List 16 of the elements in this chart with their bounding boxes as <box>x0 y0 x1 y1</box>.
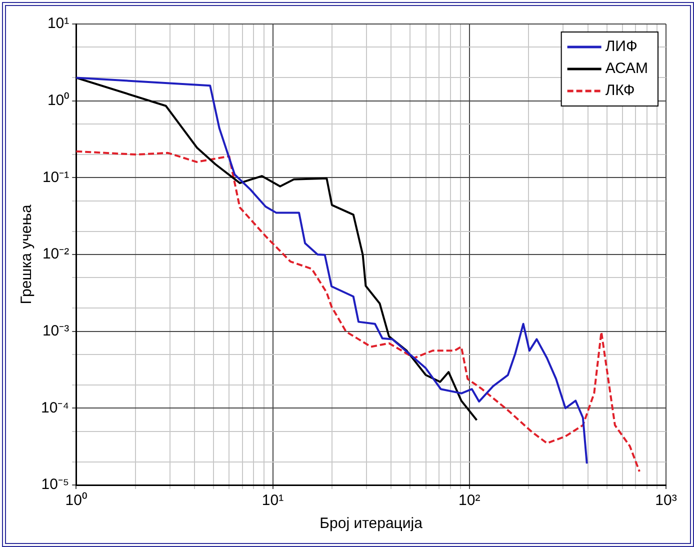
y-tick-label: 10⁻³ <box>42 322 70 340</box>
x-tick-label: 10³ <box>655 492 677 510</box>
x-axis-title: Број итерација <box>320 515 424 532</box>
x-tick-label: 10¹ <box>262 492 284 510</box>
x-tick-label: 10² <box>458 492 480 510</box>
y-tick-label: 10⁻¹ <box>42 168 70 186</box>
y-tick-label: 10⁻⁴ <box>40 399 70 416</box>
legend-label: ЛИФ <box>605 38 638 56</box>
y-tick-label: 10⁻⁵ <box>41 476 70 494</box>
y-tick-label: 10⁰ <box>47 92 70 109</box>
y-tick-label: 10⁻² <box>42 246 70 263</box>
x-tick-label: 10⁰ <box>65 492 87 510</box>
legend-label: АСАМ <box>605 60 648 78</box>
legend-label: ЛКФ <box>605 82 635 100</box>
y-axis-title: Грешка учења <box>18 204 36 304</box>
y-tick-label: 10¹ <box>47 15 70 32</box>
